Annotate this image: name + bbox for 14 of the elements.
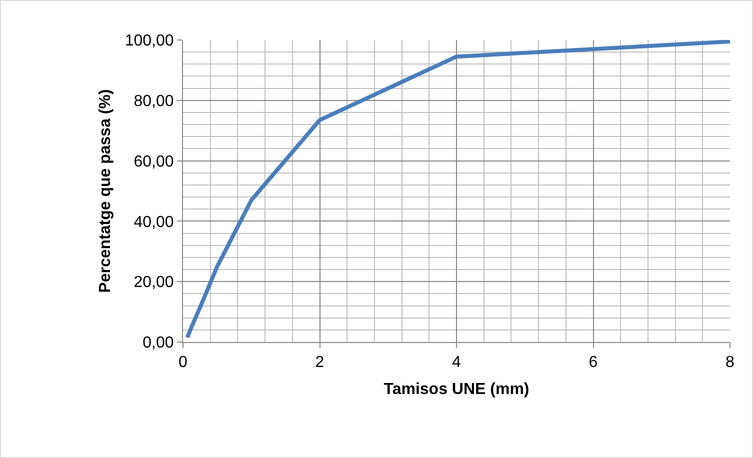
x-tick-label: 0 [178,354,188,372]
y-tick-label: 60,00 [134,153,174,170]
line-series [185,40,730,340]
y-tick-label: 20,00 [134,274,174,292]
y-axis-title: Percentatge que passa (%) [96,89,114,293]
y-tick-label: 40,00 [134,214,174,231]
x-tick-label: 6 [588,354,598,372]
x-axis-title: Tamisos UNE (mm) [384,380,530,398]
x-tick-label: 2 [315,354,324,372]
y-tick-label: 80,00 [134,93,174,110]
y-tick-label: 100,00 [124,32,174,50]
x-tick-label: 8 [726,354,735,372]
x-tick-label: 4 [452,354,462,372]
y-tick-label: 0,00 [142,334,174,352]
